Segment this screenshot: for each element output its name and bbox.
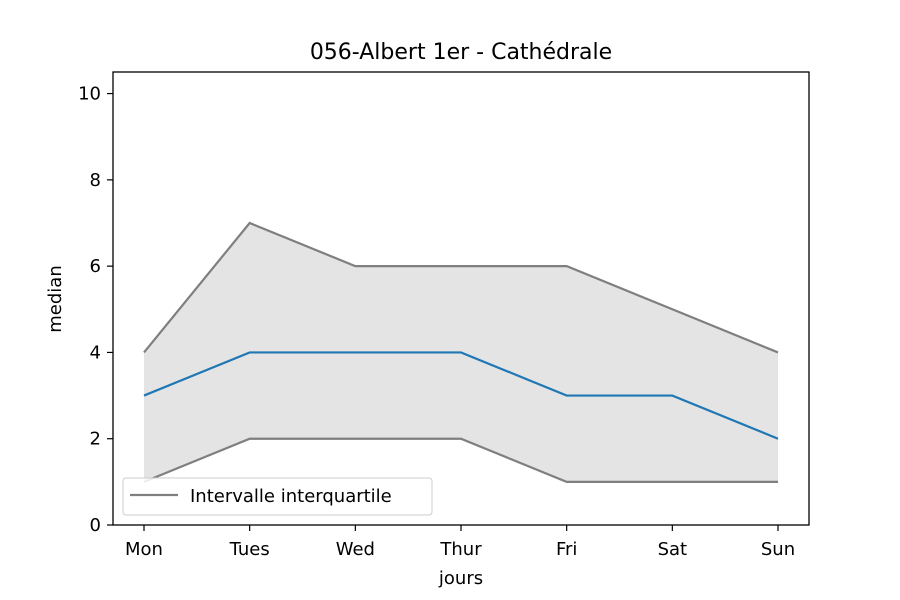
y-axis-label: median [45,265,66,332]
x-axis: Mon Tues Wed Thur Fri Sat Sun [125,525,795,560]
x-tick-label: Mon [125,539,163,560]
lower-quartile-line [143,437,778,483]
legend-box [122,477,433,516]
median-line [143,351,779,440]
x-tick-label: Thur [439,539,482,560]
y-tick-label: 10 [78,84,101,105]
plot-area [143,221,779,483]
x-axis-label: jours [438,568,483,589]
chart-title: 056-Albert 1er - Cathédrale [310,40,612,65]
y-tick-label: 6 [90,256,101,277]
x-tick-label: Tues [229,539,270,560]
y-tick-label: 8 [90,170,101,191]
legend: Intervalle interquartile [122,477,433,516]
x-tick-label: Wed [336,539,375,560]
y-tick-label: 4 [90,342,101,363]
y-tick-label: 2 [90,429,101,450]
legend-label: Intervalle interquartile [190,486,392,507]
x-tick-label: Sun [761,539,795,560]
x-tick-label: Fri [556,539,577,560]
y-axis: 0 2 4 6 8 10 [78,84,113,536]
upper-quartile-line [143,221,779,354]
x-tick-label: Sat [658,539,688,560]
y-tick-label: 0 [90,515,101,536]
